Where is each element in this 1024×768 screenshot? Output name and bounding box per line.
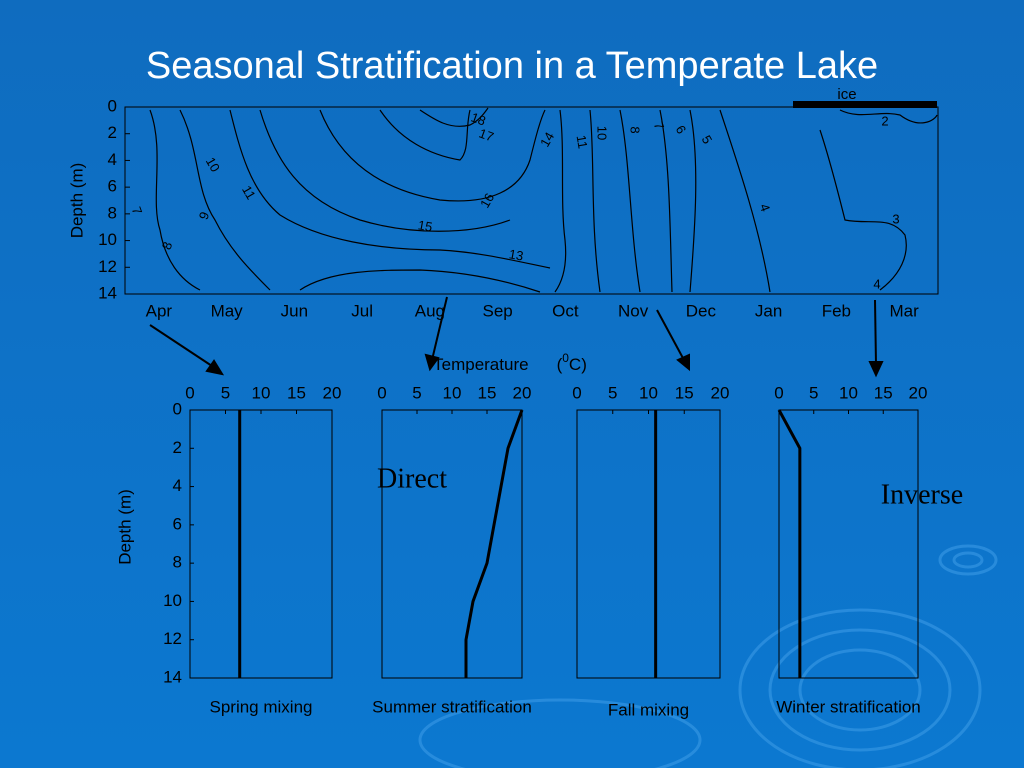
y-tick-label: 10 [98,230,117,249]
x-tick-label: 0 [572,383,581,402]
contour-label: 15 [417,217,434,234]
x-tick-label: 0 [377,383,386,402]
y-tick-label: 12 [163,629,182,648]
contour-label: 13 [508,246,525,263]
profile-line [464,409,524,678]
x-tick-label: Jun [281,301,308,320]
caption: Summer stratification [372,697,532,716]
x-tick-label: Jan [755,301,782,320]
x-tick-label: 20 [909,383,928,402]
arrows [149,296,884,378]
x-tick-label: 20 [323,383,342,402]
x-tick-label: 5 [412,383,421,402]
ice-bar [793,101,937,108]
x-tick-label: 20 [513,383,532,402]
y-tick-label: 12 [98,257,117,276]
contour-label: 10 [203,154,223,174]
x-tick-label: 5 [221,383,230,402]
contour-label: 11 [573,134,590,150]
contour-label: 4 [873,276,880,291]
y-tick-label: 14 [163,667,182,686]
y-axis-label: Depth (m) [115,489,134,565]
y-axis-label: Depth (m) [67,163,86,239]
contour-label: 4 [757,202,774,214]
axis-unit-sup: 0 [562,351,569,365]
x-tick-label: Feb [822,301,851,320]
contour-label: 3 [892,211,899,226]
ice-label: ice [837,86,856,103]
x-tick-label: 15 [675,383,694,402]
contour-frame [124,106,939,295]
y-tick-label: 0 [173,399,182,418]
y-tick-label: 8 [173,553,182,572]
x-tick-label: 15 [478,383,497,402]
x-tick-label: Aug [415,301,445,320]
caption: Winter stratification [776,697,921,716]
x-tick-label: 15 [287,383,306,402]
contour-label: 8 [159,240,176,252]
annotation: Direct [377,463,447,494]
x-tick-label: Dec [686,301,717,320]
contour-label: 14 [537,129,557,149]
contour-label: 9 [196,210,213,222]
x-tick-label: 10 [639,383,658,402]
x-tick-label: 10 [839,383,858,402]
profile-axis-title: Temperature (0C) [433,351,587,374]
y-tick-label: 6 [173,514,182,533]
x-tick-label: 5 [809,383,818,402]
contour-label: 10 [595,126,610,140]
x-tick-label: Nov [618,301,649,320]
x-tick-label: Sep [483,301,513,320]
x-tick-label: 5 [608,383,617,402]
caption: Spring mixing [210,697,313,716]
profile-line [777,409,802,678]
slide-title: Seasonal Stratification in a Temperate L… [146,45,878,87]
y-tick-label: 4 [108,150,117,169]
contour-label: 16 [477,190,497,210]
x-tick-label: 0 [774,383,783,402]
y-tick-label: 2 [173,438,182,457]
axis-label: Temperature [433,355,528,374]
x-tick-label: 0 [185,383,194,402]
y-tick-label: 8 [108,203,117,222]
contour-label: 2 [881,113,888,128]
x-tick-label: Apr [146,301,173,320]
y-tick-label: 4 [173,476,182,495]
y-tick-label: 6 [108,177,117,196]
axis-unit: C) [569,355,587,374]
contour-label: 7 [651,120,668,132]
x-tick-label: 20 [711,383,730,402]
ripples [418,544,998,768]
x-tick-label: 10 [252,383,271,402]
y-tick-label: 10 [163,591,182,610]
y-tick-label: 0 [108,96,117,115]
contour-label: 18 [469,109,488,128]
x-tick-label: Mar [889,301,919,320]
annotation: Inverse [881,479,963,510]
axis-unit: ( [557,355,563,374]
x-tick-label: 15 [874,383,893,402]
x-tick-label: Oct [552,301,579,320]
y-tick-label: 14 [98,283,117,302]
contour-label: 11 [239,183,259,202]
x-tick-label: May [211,301,244,320]
x-tick-label: 10 [443,383,462,402]
x-tick-label: Jul [351,301,373,320]
contour-label: 7 [129,205,146,217]
isotherms [149,107,938,293]
contour-label: 17 [477,125,496,144]
y-tick-label: 2 [108,123,117,142]
caption: Fall mixing [608,700,689,719]
contour-label: 8 [628,126,643,133]
